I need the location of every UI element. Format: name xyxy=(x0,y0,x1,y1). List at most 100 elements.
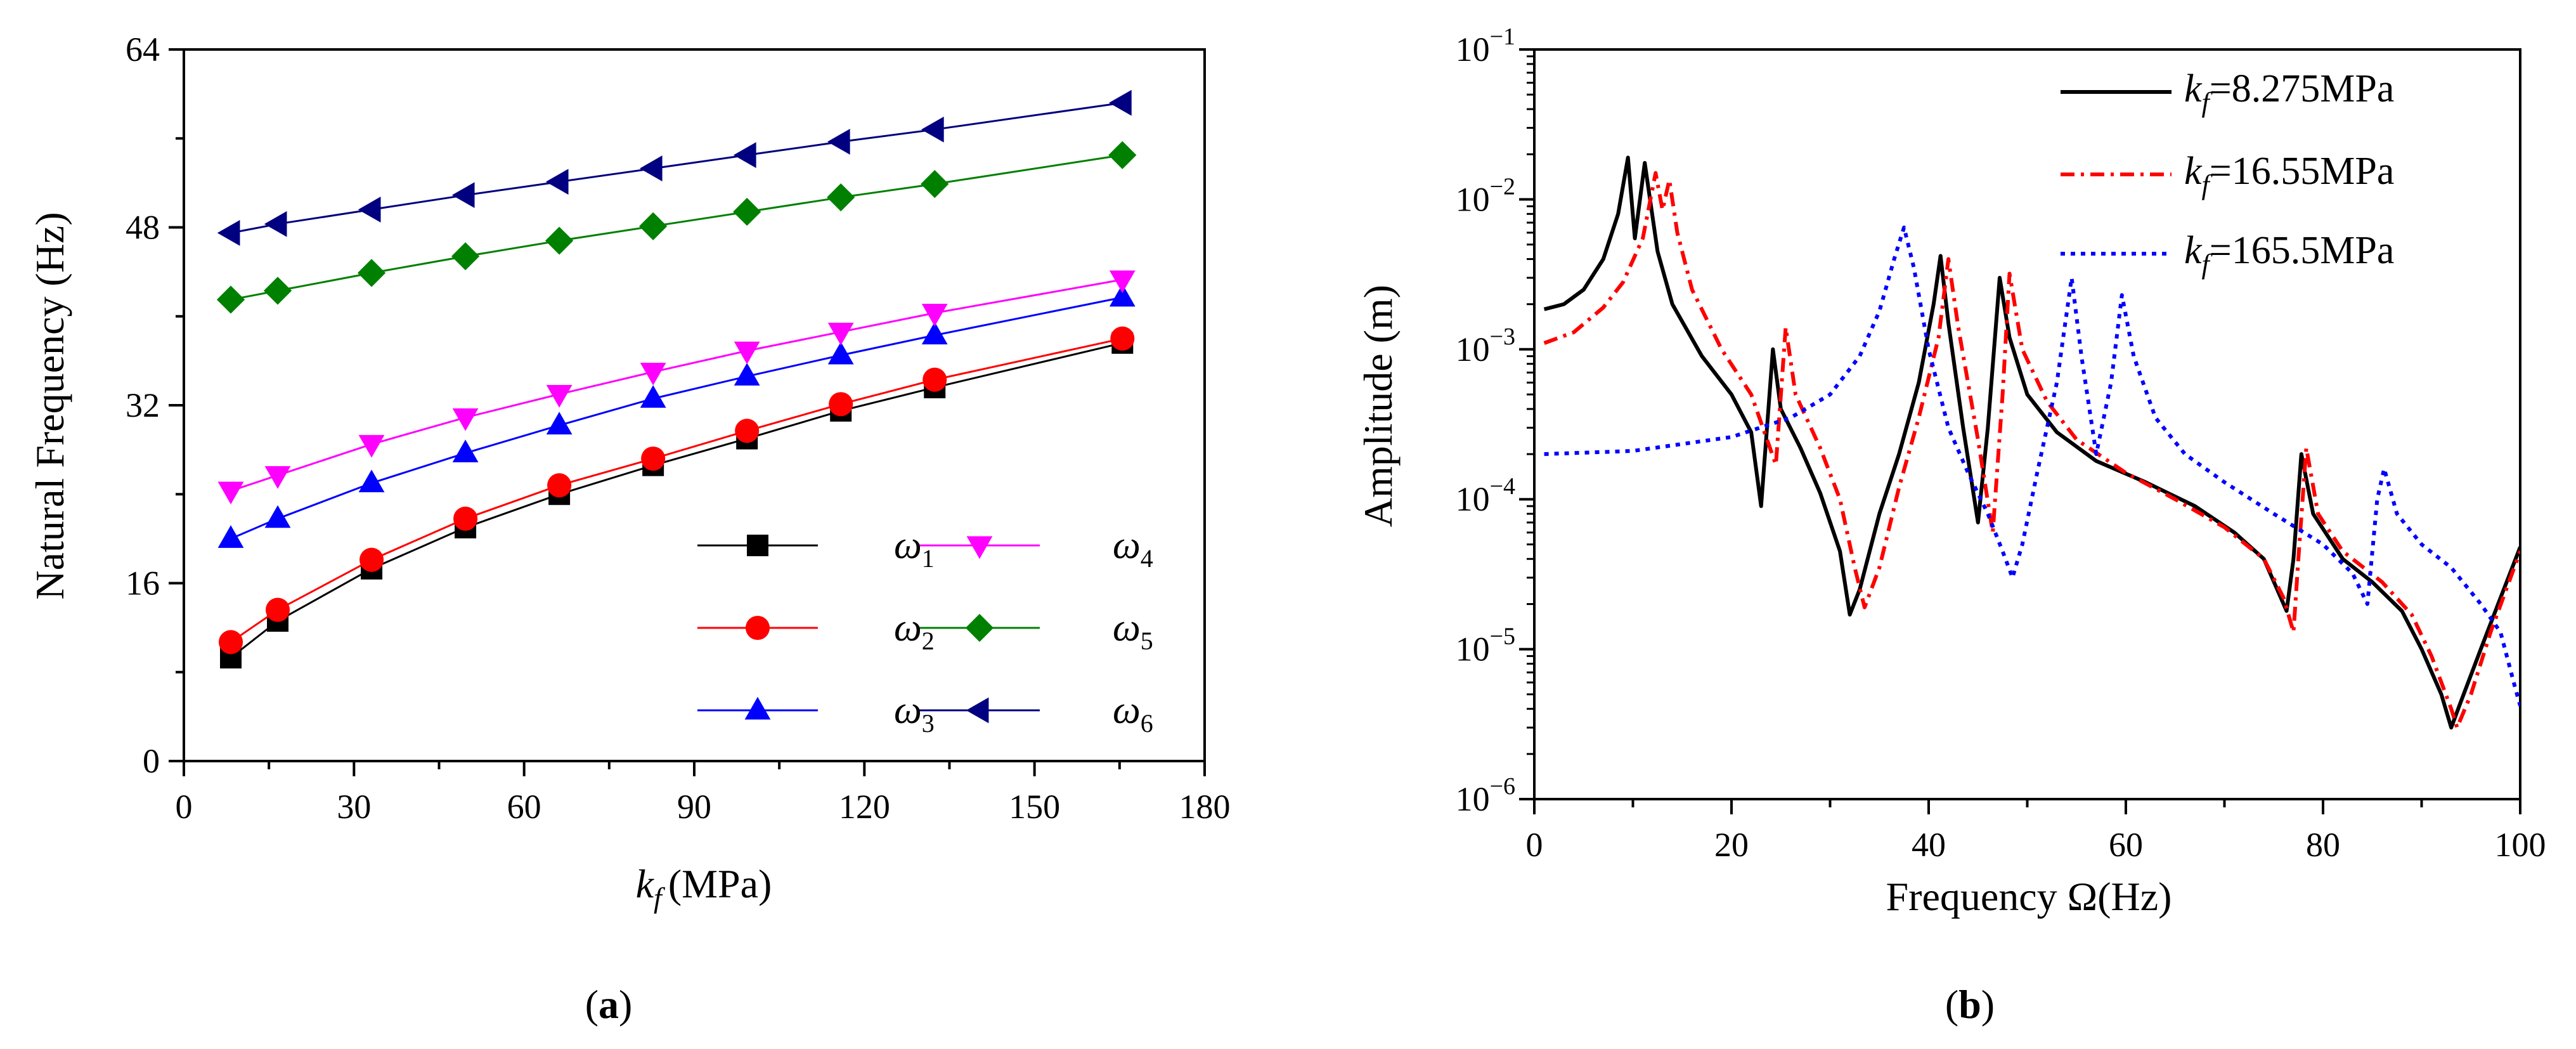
data-point-ω5-4 xyxy=(545,226,574,255)
panel-a-legend: ω1 ω2 ω3 ω4 ω5 ω6 xyxy=(697,524,1153,738)
data-point-ω2-6 xyxy=(735,419,760,443)
data-point-ω3-6 xyxy=(734,363,760,386)
data-point-ω5-1 xyxy=(263,277,292,305)
data-point-ω2-5 xyxy=(641,446,666,471)
legend-label-omega6: ω xyxy=(1113,689,1141,732)
panel-a: 0 30 60 90 120 150 180 0 16 32 48 64 ω1 ω2 ω3 ω4 ω5… xyxy=(27,30,1231,1027)
svg-text:ω3: ω3 xyxy=(894,689,935,738)
legend-marker-ω5 xyxy=(965,613,994,642)
data-point-ω3-3 xyxy=(452,440,479,462)
data-point-ω5-2 xyxy=(357,259,386,287)
data-point-ω4-4 xyxy=(546,385,573,408)
panel-a-ylabel: Natural Frequency (Hz) xyxy=(27,212,72,599)
data-point-ω3-7 xyxy=(827,341,854,365)
data-point-ω5-8 xyxy=(921,170,949,199)
data-point-ω6-2 xyxy=(358,197,381,223)
series-line-ω5 xyxy=(230,154,1123,301)
legend-label-omega3: ω xyxy=(894,689,922,732)
panel-a-xlabel: kf (MPa) xyxy=(636,861,772,914)
data-point-ω6-1 xyxy=(264,211,287,237)
panel-a-label: (a) xyxy=(585,982,633,1027)
panel-b-series xyxy=(1543,155,2520,730)
x-tick-label-0: 0 xyxy=(1526,826,1543,864)
legend-marker-ω2 xyxy=(745,615,770,641)
data-point-ω2-1 xyxy=(265,597,290,622)
data-point-ω6-4 xyxy=(545,169,569,195)
data-point-ω5-9 xyxy=(1108,141,1137,169)
data-point-ω4-0 xyxy=(217,481,244,505)
data-point-ω5-0 xyxy=(216,285,245,314)
series-line-kf=165.5MPa xyxy=(1544,225,2520,707)
data-point-ω5-3 xyxy=(451,242,480,271)
svg-text:ω2: ω2 xyxy=(894,606,935,655)
panel-b-legend: kf=8.275MPa kf=16.55MPa kf=165.5MPa xyxy=(2061,67,2394,280)
svg-text:ω6: ω6 xyxy=(1113,689,1153,738)
series-line-kf=8.275MPa xyxy=(1543,155,2520,730)
data-point-ω5-5 xyxy=(639,212,668,240)
data-point-ω3-9 xyxy=(1109,283,1136,307)
x-tick-label-60: 60 xyxy=(507,788,541,826)
data-point-ω6-7 xyxy=(827,129,850,155)
legend-marker-ω6 xyxy=(966,697,989,724)
legend-marker-ω4 xyxy=(966,536,993,559)
x-tick-label-80: 80 xyxy=(2306,826,2340,864)
data-point-ω6-3 xyxy=(451,182,475,209)
data-point-ω3-1 xyxy=(264,505,291,528)
data-point-ω2-8 xyxy=(922,367,947,392)
svg-text:kf=8.275MPa: kf=8.275MPa xyxy=(2184,67,2394,118)
series-line-kf=16.55MPa xyxy=(1543,171,2520,730)
legend-label-omega4: ω xyxy=(1113,524,1141,567)
svg-text:ω5: ω5 xyxy=(1113,606,1153,655)
y-tick-label-1e-4: 10−4 xyxy=(1456,473,1515,518)
x-tick-label-180: 180 xyxy=(1179,788,1231,826)
data-point-ω3-0 xyxy=(217,525,244,548)
data-point-ω6-5 xyxy=(639,155,663,181)
series-line-ω6 xyxy=(230,101,1123,234)
series-ω6 xyxy=(217,89,1132,246)
y-tick-label-1e-3: 10−3 xyxy=(1456,323,1515,368)
data-point-ω5-7 xyxy=(827,183,855,212)
x-tick-label-0: 0 xyxy=(176,788,193,826)
legend-label-omega1: ω xyxy=(894,524,922,567)
svg-text:kf=16.55MPa: kf=16.55MPa xyxy=(2184,150,2394,200)
legend-label-kf-8275: k xyxy=(2184,67,2203,110)
svg-text:ω1: ω1 xyxy=(894,524,935,573)
data-point-ω3-5 xyxy=(640,385,666,408)
svg-text:ω4: ω4 xyxy=(1113,524,1153,573)
data-point-ω5-6 xyxy=(733,197,761,226)
x-tick-label-150: 150 xyxy=(1009,788,1060,826)
data-point-ω6-8 xyxy=(921,116,944,143)
data-point-ω6-9 xyxy=(1109,89,1132,116)
panel-a-ticks: 0 30 60 90 120 150 180 0 16 32 48 64 xyxy=(126,30,1231,826)
legend-marker-ω1 xyxy=(747,535,768,556)
legend-label-kf-1655: k xyxy=(2184,150,2203,193)
x-tick-label-30: 30 xyxy=(337,788,371,826)
x-tick-label-20: 20 xyxy=(1714,826,1749,864)
data-point-ω2-9 xyxy=(1110,326,1135,351)
data-point-ω6-6 xyxy=(733,142,756,168)
x-tick-label-100: 100 xyxy=(2495,826,2546,864)
legend-label-omega5: ω xyxy=(1113,606,1141,649)
data-point-ω2-3 xyxy=(453,506,478,531)
data-point-ω3-8 xyxy=(921,322,948,345)
y-tick-label-64: 64 xyxy=(126,30,160,68)
svg-text:kf=165.5MPa: kf=165.5MPa xyxy=(2184,229,2394,280)
y-tick-label-0: 0 xyxy=(143,742,160,780)
panel-b-label: (b) xyxy=(1945,982,1995,1027)
data-point-ω4-9 xyxy=(1109,270,1136,294)
legend-label-kf-1655-high: k xyxy=(2184,229,2203,272)
series-ω5 xyxy=(216,141,1137,314)
panel-b-ylabel: Amplitude (m) xyxy=(1356,285,1401,527)
data-point-ω4-1 xyxy=(264,466,291,489)
data-point-ω4-2 xyxy=(358,434,385,458)
data-point-ω4-7 xyxy=(827,322,854,346)
series-line-ω4 xyxy=(230,278,1123,492)
panel-a-series xyxy=(216,89,1137,668)
y-tick-label-32: 32 xyxy=(126,386,160,424)
y-tick-label-1e-2: 10−2 xyxy=(1456,173,1515,218)
data-point-ω2-0 xyxy=(218,630,243,655)
series-ω3 xyxy=(217,283,1136,548)
series-line-ω3 xyxy=(230,296,1123,540)
panel-b-xlabel: Frequency Ω(Hz) xyxy=(1886,874,2172,919)
